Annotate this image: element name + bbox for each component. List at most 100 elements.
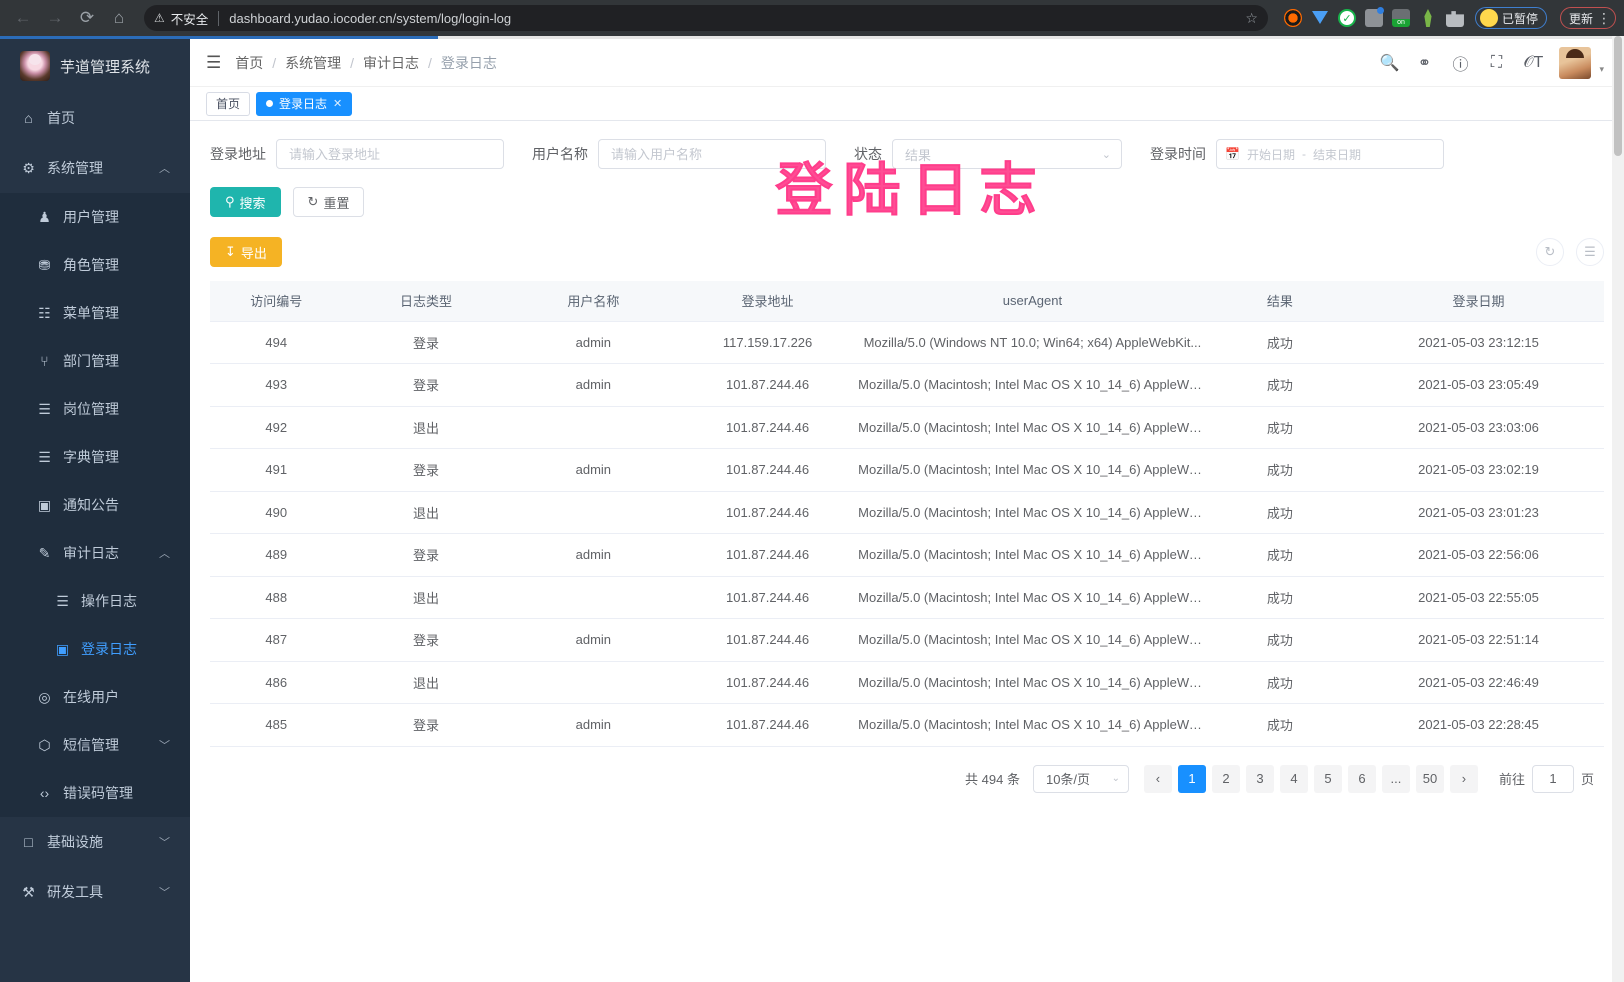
tab-login-log[interactable]: 登录日志 ✕ bbox=[256, 91, 353, 116]
login-address-input[interactable] bbox=[276, 139, 504, 169]
export-button[interactable]: ↧ 导出 bbox=[210, 237, 282, 267]
cell-useragent: Mozilla/5.0 (Macintosh; Intel Mac OS X 1… bbox=[858, 448, 1207, 492]
breadcrumb-item-system[interactable]: 系统管理 bbox=[285, 54, 342, 71]
badge-icon: ☰ bbox=[38, 400, 51, 417]
table-row[interactable]: 493 登录 admin 101.87.244.46 Mozilla/5.0 (Maci… bbox=[210, 363, 1604, 407]
sidebar-item-8[interactable]: ▣ 通知公告 bbox=[0, 481, 190, 529]
sidebar-item-4[interactable]: ☷ 菜单管理 bbox=[0, 289, 190, 337]
sidebar-item-1[interactable]: ⚙ 系统管理 ︿ bbox=[0, 143, 190, 193]
tab-home[interactable]: 首页 bbox=[206, 91, 251, 116]
github-icon[interactable]: ⚭ bbox=[1417, 54, 1432, 72]
tab-close-icon[interactable]: ✕ bbox=[333, 98, 343, 110]
bookmark-star-icon[interactable]: ☆ bbox=[1245, 9, 1258, 26]
refresh-icon: ↻ bbox=[307, 194, 319, 209]
cell-user bbox=[509, 406, 677, 449]
search-button-label: 搜索 bbox=[239, 195, 266, 211]
extension-orange-icon[interactable] bbox=[1283, 9, 1302, 27]
sidebar-item-16[interactable]: ⚒ 研发工具 ﹀ bbox=[0, 867, 190, 917]
kebab-menu-icon[interactable]: ⋮ bbox=[1597, 10, 1611, 26]
pagination-page-...[interactable]: ... bbox=[1381, 764, 1410, 793]
refresh-circle-icon[interactable]: ↻ bbox=[1536, 238, 1564, 266]
pagination-next[interactable]: › bbox=[1449, 764, 1478, 793]
columns-circle-icon[interactable]: ☰ bbox=[1576, 238, 1604, 266]
extension-diamond-icon[interactable] bbox=[1311, 9, 1329, 27]
goto-input[interactable] bbox=[1531, 764, 1574, 793]
table-row[interactable]: 490 退出 101.87.244.46 Mozilla/5.0 (Macintosh… bbox=[210, 491, 1604, 534]
hamburger-icon[interactable]: ☰ bbox=[206, 52, 222, 72]
help-icon[interactable]: ⓘ bbox=[1452, 56, 1469, 74]
pagination-page-5[interactable]: 5 bbox=[1313, 764, 1342, 793]
table-row[interactable]: 491 登录 admin 101.87.244.46 Mozilla/5.0 (Maci… bbox=[210, 448, 1604, 492]
pagination-page-6[interactable]: 6 bbox=[1347, 764, 1376, 793]
chevron-icon[interactable]: ﹀ bbox=[159, 837, 170, 849]
pagination-page-50[interactable]: 50 bbox=[1415, 764, 1444, 793]
sidebar-item-14[interactable]: ‹› 错误码管理 bbox=[0, 769, 190, 817]
sidebar-item-12[interactable]: ◎ 在线用户 bbox=[0, 673, 190, 721]
sidebar-item-5[interactable]: ⑂ 部门管理 bbox=[0, 337, 190, 385]
chevron-icon[interactable]: ﹀ bbox=[159, 740, 170, 752]
reload-icon[interactable]: ⟳ bbox=[79, 8, 95, 27]
breadcrumb-item-home[interactable]: 首页 bbox=[235, 54, 264, 71]
avatar[interactable] bbox=[1559, 46, 1592, 79]
font-size-icon[interactable]: 𝒪T bbox=[1523, 53, 1544, 71]
table-row[interactable]: 488 退出 101.87.244.46 Mozilla/5.0 (Macintosh… bbox=[210, 576, 1604, 619]
pagination-prev[interactable]: ‹ bbox=[1143, 764, 1172, 793]
table-row[interactable]: 485 登录 admin 101.87.244.46 Mozilla/5.0 (Maci… bbox=[210, 703, 1604, 747]
cell-result: 成功 bbox=[1206, 661, 1354, 704]
extension-on-icon[interactable] bbox=[1391, 9, 1410, 27]
forward-arrow-icon[interactable]: → bbox=[46, 8, 64, 27]
extensions-puzzle-icon[interactable] bbox=[1445, 11, 1464, 27]
sidebar-item-0[interactable]: ⌂ 首页 bbox=[0, 93, 190, 143]
cell-user: admin bbox=[509, 448, 677, 492]
sidebar-item-15[interactable]: □ 基础设施 ﹀ bbox=[0, 817, 190, 867]
update-button[interactable]: 更新 ⋮ bbox=[1559, 7, 1616, 29]
sidebar-item-11[interactable]: ▣ 登录日志 bbox=[0, 625, 190, 673]
cell-date: 2021-05-03 22:56:06 bbox=[1353, 533, 1604, 577]
table-row[interactable]: 486 退出 101.87.244.46 Mozilla/5.0 (Macintosh… bbox=[210, 661, 1604, 704]
extension-grid-icon[interactable] bbox=[1364, 7, 1384, 27]
username-input[interactable] bbox=[598, 139, 826, 169]
home-icon[interactable]: ⌂ bbox=[113, 8, 125, 27]
pagination-page-2[interactable]: 2 bbox=[1211, 764, 1240, 793]
back-arrow-icon[interactable]: ← bbox=[14, 8, 32, 27]
vertical-scrollbar[interactable] bbox=[1612, 36, 1624, 982]
sidebar-item-label: 操作日志 bbox=[81, 593, 137, 609]
sidebar-item-label: 岗位管理 bbox=[63, 401, 119, 417]
sidebar-item-2[interactable]: ♟ 用户管理 bbox=[0, 193, 190, 241]
fullscreen-icon[interactable]: ⛶ bbox=[1490, 53, 1503, 71]
login-time-daterange[interactable]: 📅 开始日期 - 结束日期 bbox=[1216, 139, 1444, 169]
cell-result: 成功 bbox=[1206, 491, 1354, 534]
address-bar[interactable]: ⚠ 不安全 dashboard.yudao.iocoder.cn/system/… bbox=[144, 5, 1268, 31]
table-row[interactable]: 494 登录 admin 117.159.17.226 Mozilla/5.0 (Win… bbox=[210, 321, 1604, 364]
status-select[interactable]: 结果 ⌄ bbox=[892, 139, 1122, 169]
pagination-page-4[interactable]: 4 bbox=[1279, 764, 1308, 793]
table-row[interactable]: 487 登录 admin 101.87.244.46 Mozilla/5.0 (Maci… bbox=[210, 618, 1604, 662]
url-text: dashboard.yudao.iocoder.cn/system/log/lo… bbox=[229, 10, 512, 26]
sidebar-item-9[interactable]: ✎ 审计日志 ︿ bbox=[0, 529, 190, 577]
reset-button[interactable]: ↻ 重置 bbox=[292, 187, 365, 217]
table-row[interactable]: 492 退出 101.87.244.46 Mozilla/5.0 (Macintosh… bbox=[210, 406, 1604, 449]
search-icon[interactable]: 🔍 bbox=[1379, 54, 1400, 72]
extension-pin-icon[interactable] bbox=[1424, 9, 1432, 27]
extension-check-icon[interactable] bbox=[1337, 9, 1356, 27]
sidebar-item-6[interactable]: ☰ 岗位管理 bbox=[0, 385, 190, 433]
scrollbar-thumb[interactable] bbox=[1614, 36, 1622, 156]
chevron-icon[interactable]: ︿ bbox=[159, 548, 170, 560]
page-size-select[interactable]: 10条/页 ⌄ bbox=[1032, 764, 1129, 793]
sidebar-item-10[interactable]: ☰ 操作日志 bbox=[0, 577, 190, 625]
chevron-icon[interactable]: ﹀ bbox=[159, 887, 170, 899]
field-username: 用户名称 bbox=[532, 139, 826, 169]
sidebar-item-7[interactable]: ☰ 字典管理 bbox=[0, 433, 190, 481]
table-row[interactable]: 489 登录 admin 101.87.244.46 Mozilla/5.0 (Maci… bbox=[210, 533, 1604, 577]
chevron-icon[interactable]: ︿ bbox=[159, 163, 170, 175]
paused-profile-button[interactable]: 已暂停 bbox=[1474, 7, 1547, 29]
sidebar-item-13[interactable]: ⬡ 短信管理 ﹀ bbox=[0, 721, 190, 769]
sidebar-item-3[interactable]: ⛃ 角色管理 bbox=[0, 241, 190, 289]
export-button-label: 导出 bbox=[240, 245, 267, 261]
pagination-page-3[interactable]: 3 bbox=[1245, 764, 1274, 793]
sidebar-logo[interactable]: 芋道管理系统 bbox=[0, 39, 190, 93]
search-button[interactable]: ⚲ 搜索 bbox=[210, 187, 281, 217]
chevron-down-icon[interactable]: ▾ bbox=[1599, 63, 1604, 74]
pagination-page-1[interactable]: 1 bbox=[1177, 764, 1206, 793]
breadcrumb-item-audit[interactable]: 审计日志 bbox=[363, 54, 420, 71]
